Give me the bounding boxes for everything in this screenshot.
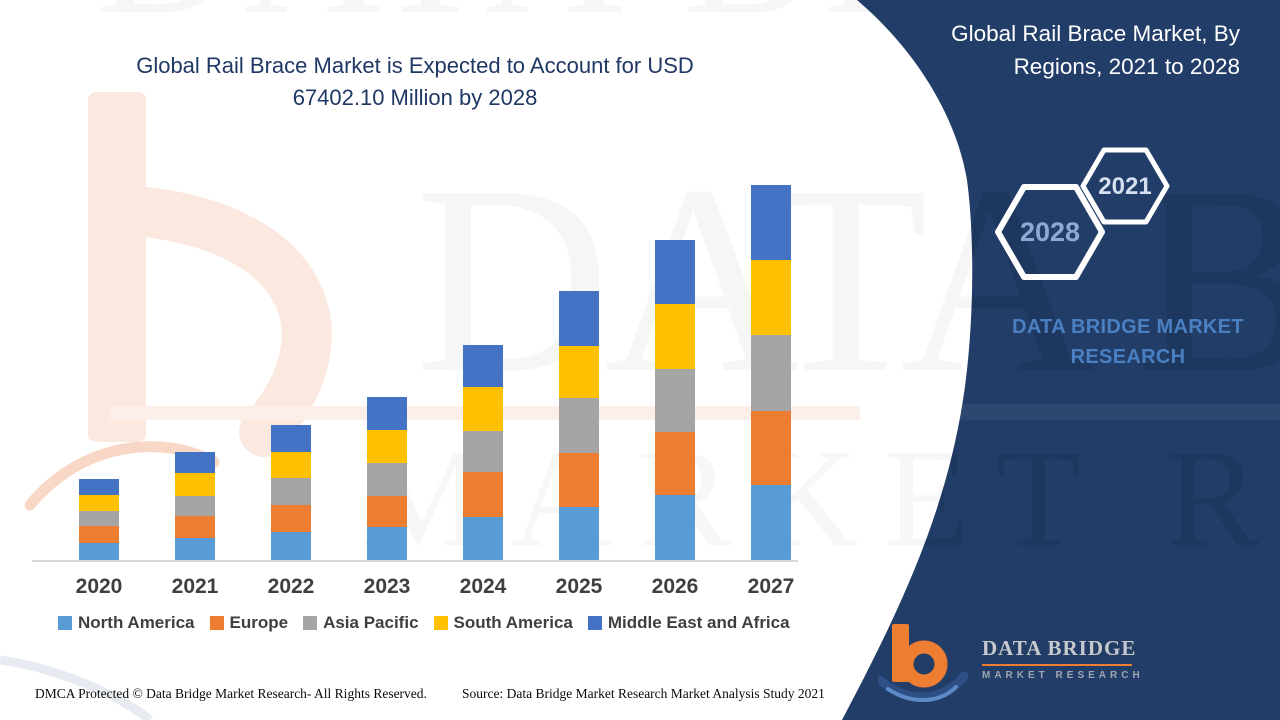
legend-item: North America xyxy=(58,613,195,633)
brand-text-line2: RESEARCH xyxy=(1070,346,1186,368)
x-axis-label: 2026 xyxy=(651,575,699,598)
bar-segment xyxy=(463,345,503,387)
bar-segment xyxy=(271,452,311,478)
legend-label: North America xyxy=(78,613,195,632)
bar-segment xyxy=(175,473,215,496)
legend-item: South America xyxy=(433,613,573,633)
legend-label: Europe xyxy=(229,613,289,632)
bar-2026 xyxy=(655,240,695,560)
chart-title-line1: Global Rail Brace Market is Expected to … xyxy=(136,53,694,78)
bar-segment xyxy=(655,240,695,304)
company-logo-mark xyxy=(878,624,969,703)
bar-segment xyxy=(751,335,791,411)
bar-segment xyxy=(271,425,311,452)
bar-segment xyxy=(367,527,407,560)
bar-segment xyxy=(367,463,407,496)
legend-item: Asia Pacific xyxy=(303,613,419,633)
bar-segment xyxy=(559,398,599,453)
bar-segment xyxy=(79,495,119,511)
bar-segment xyxy=(655,369,695,432)
x-axis-label: 2022 xyxy=(267,575,315,598)
bar-segment xyxy=(271,505,311,532)
bar-segment xyxy=(751,185,791,260)
hexagon-2021 xyxy=(1080,147,1170,225)
legend-item: Middle East and Africa xyxy=(587,613,790,633)
bar-2023 xyxy=(367,397,407,560)
bar-segment xyxy=(655,432,695,495)
bar-2024 xyxy=(463,345,503,560)
bar-segment xyxy=(559,507,599,560)
bar-segment xyxy=(463,387,503,431)
hexagon-2021-label: 2021 xyxy=(1098,173,1151,200)
bar-segment xyxy=(271,478,311,505)
bar-2025 xyxy=(559,291,599,560)
bar-2022 xyxy=(271,425,311,560)
bar-2021 xyxy=(175,452,215,560)
legend-swatch xyxy=(58,616,72,630)
x-axis-label: 2024 xyxy=(459,575,507,598)
legend-swatch xyxy=(303,616,318,630)
x-axis-label: 2020 xyxy=(75,575,123,598)
chart-title-line2: 67402.10 Million by 2028 xyxy=(292,85,538,110)
bar-segment xyxy=(79,479,119,495)
bar-segment xyxy=(751,411,791,485)
x-axis-label: 2025 xyxy=(555,575,603,598)
legend-swatch xyxy=(209,616,224,630)
bar-segment xyxy=(655,304,695,369)
company-logo-underline xyxy=(982,664,1132,666)
bar-segment xyxy=(367,430,407,463)
footer-dmca: DMCA Protected © Data Bridge Market Rese… xyxy=(35,686,427,701)
x-axis-label: 2027 xyxy=(747,575,795,598)
x-axis-label: 2021 xyxy=(171,575,219,598)
chart-title: Global Rail Brace Market is Expected to … xyxy=(75,50,755,114)
bar-segment xyxy=(655,495,695,560)
legend-item: Europe xyxy=(209,613,289,633)
bar-segment xyxy=(271,532,311,560)
bar-segment xyxy=(79,511,119,526)
panel-title: Global Rail Brace Market, By Regions, 20… xyxy=(895,17,1240,83)
hexagon-2028-label: 2028 xyxy=(1020,217,1080,247)
bar-segment xyxy=(367,496,407,527)
company-logo: DATA BRIDGE MARKET RESEARCH xyxy=(878,620,1144,712)
bar-segment xyxy=(463,472,503,517)
bar-segment xyxy=(367,397,407,430)
bar-segment xyxy=(463,431,503,472)
bar-segment xyxy=(751,485,791,560)
brand-text-line1: DATA BRIDGE MARKET xyxy=(1012,316,1244,338)
footer-source: Source: Data Bridge Market Research Mark… xyxy=(462,686,825,701)
bar-2020 xyxy=(79,479,119,560)
bar-segment xyxy=(559,291,599,346)
bar-segment xyxy=(175,538,215,560)
brand-text: DATA BRIDGE MARKET RESEARCH xyxy=(988,312,1268,372)
bar-segment xyxy=(559,453,599,507)
hexagon-2028 xyxy=(995,184,1105,280)
x-axis-label: 2023 xyxy=(363,575,411,598)
bar-segment xyxy=(175,516,215,538)
bar-segment xyxy=(463,517,503,560)
company-logo-name: DATA BRIDGE xyxy=(982,636,1137,660)
bar-segment xyxy=(175,452,215,473)
bar-segment xyxy=(79,526,119,543)
legend-label: South America xyxy=(453,613,573,632)
bar-segment xyxy=(559,346,599,398)
panel-title-line1: Global Rail Brace Market, By xyxy=(951,21,1240,46)
company-logo-subtitle: MARKET RESEARCH xyxy=(982,670,1144,681)
bar-segment xyxy=(751,260,791,335)
bar-segment xyxy=(79,543,119,560)
legend-label: Middle East and Africa xyxy=(607,613,790,632)
legend-swatch xyxy=(433,616,448,630)
panel-title-line2: Regions, 2021 to 2028 xyxy=(1013,54,1240,79)
company-logo-text: DATA BRIDGE MARKET RESEARCH xyxy=(982,636,1144,681)
x-axis-line xyxy=(32,560,798,562)
bar-2027 xyxy=(751,185,791,560)
chart-legend: North America Europe Asia Pacific South Ame… xyxy=(58,613,790,633)
legend-swatch xyxy=(587,616,602,630)
bar-segment xyxy=(175,496,215,516)
legend-label: Asia Pacific xyxy=(323,613,419,632)
